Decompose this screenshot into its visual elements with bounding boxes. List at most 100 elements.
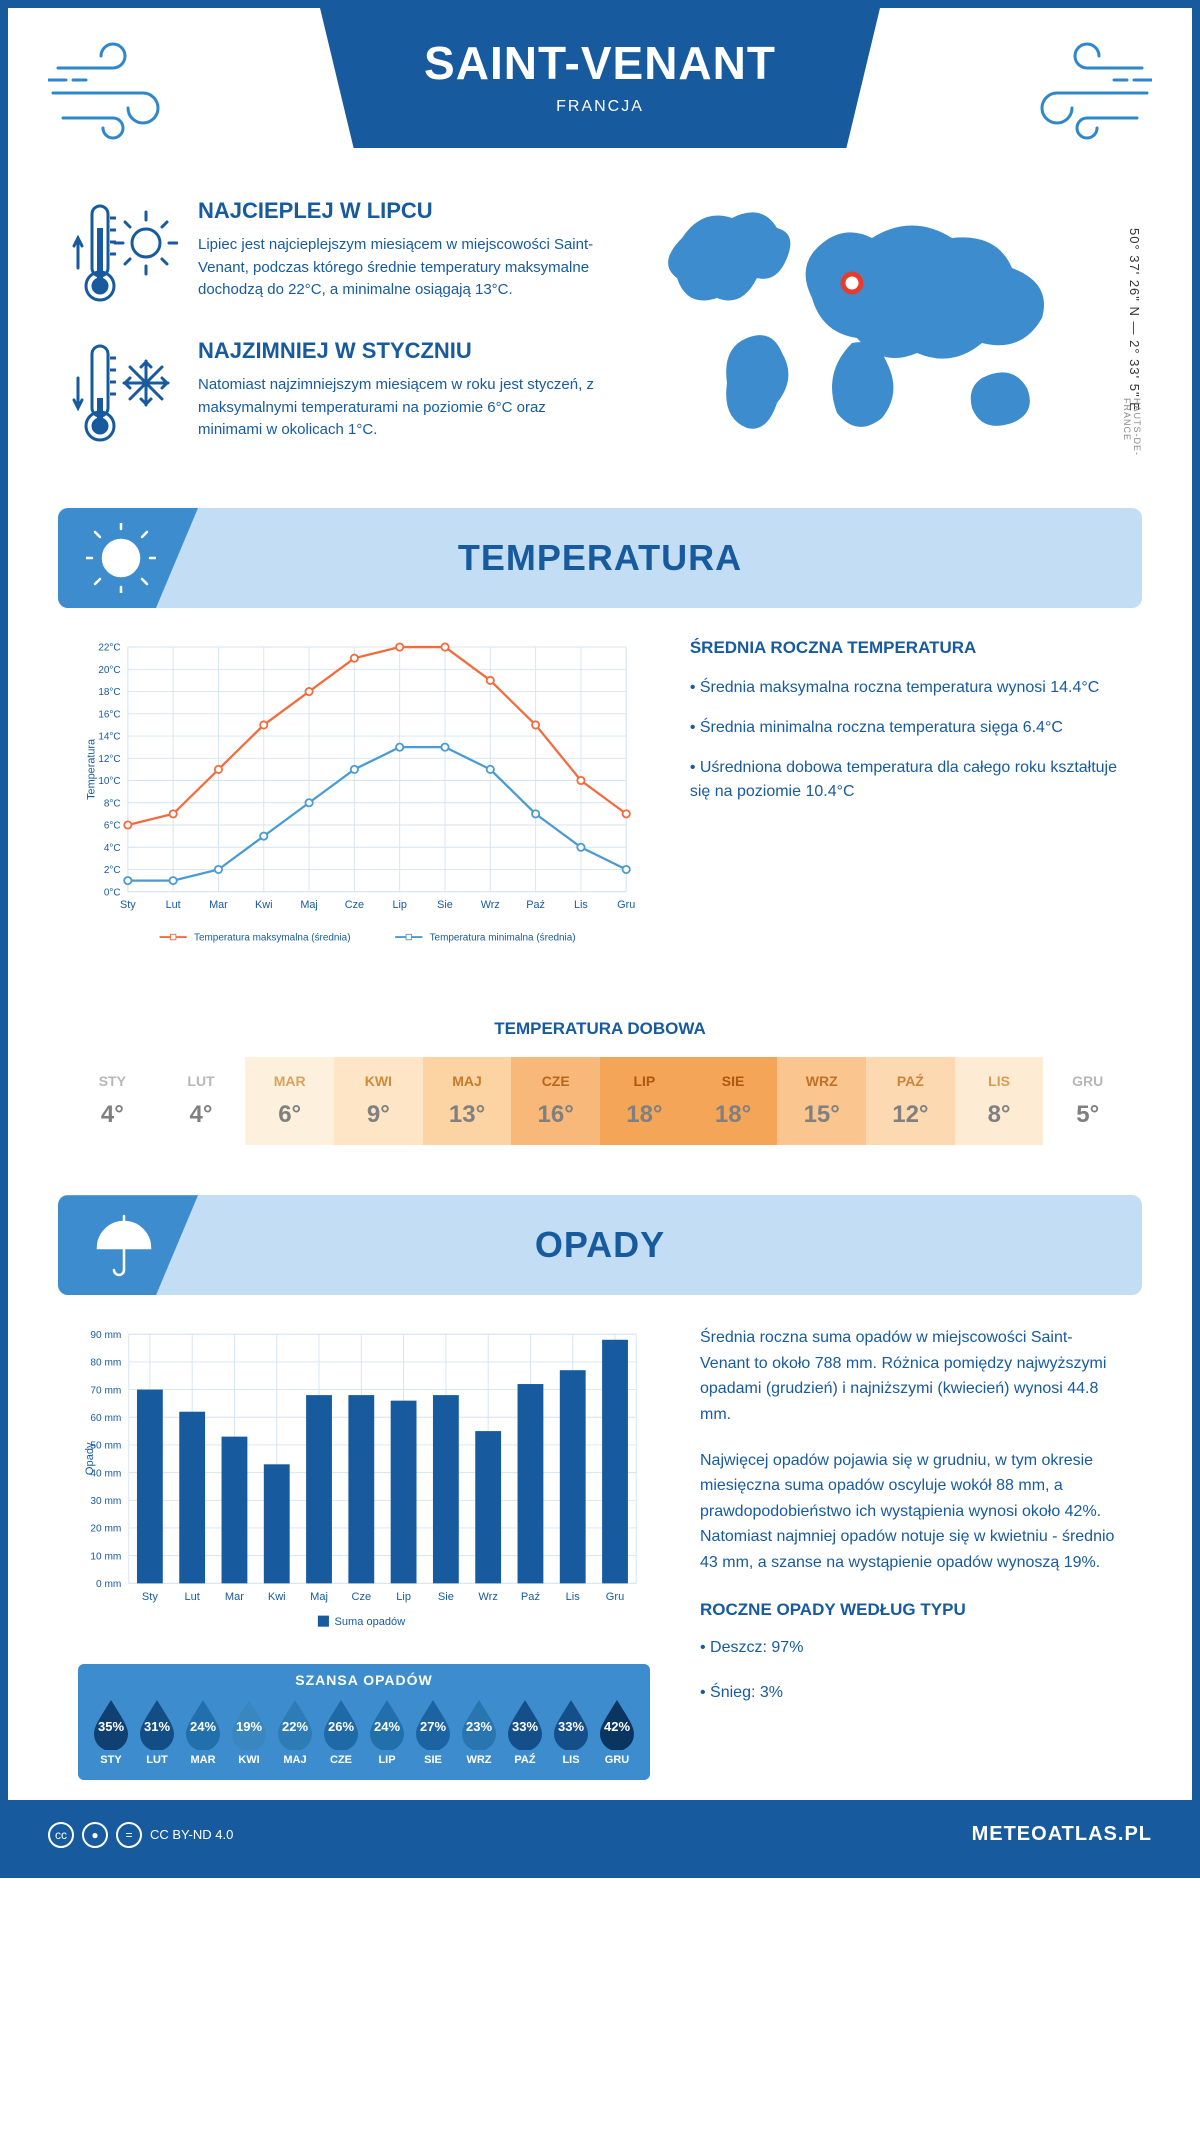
daily-cell: SIE18°: [689, 1057, 778, 1145]
coordinates: 50° 37' 26" N — 2° 33' 5" E: [1127, 228, 1142, 412]
svg-text:Temperatura: Temperatura: [85, 738, 97, 800]
daily-cell: LIP18°: [600, 1057, 689, 1145]
section-title: OPADY: [535, 1224, 665, 1266]
precipitation-info: Średnia roczna suma opadów w miejscowośc…: [700, 1325, 1122, 1780]
coldest-block: NAJZIMNIEJ W STYCZNIU Natomiast najzimni…: [68, 338, 612, 448]
svg-text:Sie: Sie: [438, 1591, 454, 1603]
daily-cell: STY4°: [68, 1057, 157, 1145]
daily-cell: CZE16°: [511, 1057, 600, 1145]
svg-text:Gru: Gru: [617, 899, 635, 911]
daily-temp-table: STY4°LUT4°MAR6°KWI9°MAJ13°CZE16°LIP18°SI…: [68, 1057, 1132, 1145]
rain-chance-item: 27%SIE: [412, 1696, 454, 1766]
daily-temp-title: TEMPERATURA DOBOWA: [8, 1019, 1192, 1039]
rain-chance-item: 33%LIS: [550, 1696, 592, 1766]
svg-text:Lis: Lis: [574, 899, 588, 911]
rain-chance-item: 24%LIP: [366, 1696, 408, 1766]
svg-text:20°C: 20°C: [98, 665, 120, 676]
svg-text:Paź: Paź: [521, 1591, 540, 1603]
title-banner: SAINT-VENANT FRANCJA: [320, 8, 880, 148]
country-name: FRANCJA: [320, 98, 880, 116]
daily-cell: WRZ15°: [777, 1057, 866, 1145]
svg-text:30 mm: 30 mm: [90, 1496, 121, 1507]
svg-text:18°C: 18°C: [98, 687, 120, 698]
svg-text:14°C: 14°C: [98, 732, 120, 743]
svg-text:10°C: 10°C: [98, 776, 120, 787]
svg-text:6°C: 6°C: [104, 821, 121, 832]
svg-text:Cze: Cze: [351, 1591, 371, 1603]
temperature-line-chart: 0°C2°C4°C6°C8°C10°C12°C14°C16°C18°C20°C2…: [78, 638, 640, 964]
rain-chance-box: SZANSA OPADÓW 35%STY31%LUT24%MAR19%KWI22…: [78, 1664, 650, 1780]
header: SAINT-VENANT FRANCJA: [8, 8, 1192, 198]
precip-snow: • Śnieg: 3%: [700, 1680, 1122, 1706]
city-name: SAINT-VENANT: [320, 36, 880, 90]
svg-text:Lut: Lut: [184, 1591, 199, 1603]
temperature-section-header: TEMPERATURA: [58, 508, 1142, 608]
temperature-content: 0°C2°C4°C6°C8°C10°C12°C14°C16°C18°C20°C2…: [8, 638, 1192, 1009]
temp-info-title: ŚREDNIA ROCZNA TEMPERATURA: [690, 638, 1122, 658]
precip-p2: Najwięcej opadów pojawia się w grudniu, …: [700, 1448, 1122, 1576]
rain-chance-item: 23%WRZ: [458, 1696, 500, 1766]
thermometer-hot-icon: [68, 198, 178, 308]
license-block: cc ● = CC BY-ND 4.0: [48, 1822, 233, 1848]
license-text: CC BY-ND 4.0: [150, 1827, 233, 1842]
footer: cc ● = CC BY-ND 4.0 METEOATLAS.PL: [8, 1800, 1192, 1870]
svg-text:2°C: 2°C: [104, 865, 121, 876]
precipitation-bar-chart: 0 mm10 mm20 mm30 mm40 mm50 mm60 mm70 mm8…: [78, 1325, 650, 1639]
svg-text:Mar: Mar: [209, 899, 228, 911]
rain-chance-item: 26%CZE: [320, 1696, 362, 1766]
svg-text:22°C: 22°C: [98, 643, 120, 654]
coldest-title: NAJZIMNIEJ W STYCZNIU: [198, 338, 612, 364]
svg-text:Sty: Sty: [142, 1591, 158, 1603]
precip-p1: Średnia roczna suma opadów w miejscowośc…: [700, 1325, 1122, 1427]
region-label: HAUTS-DE-FRANCE: [1122, 398, 1142, 478]
thermometer-cold-icon: [68, 338, 178, 448]
svg-text:Kwi: Kwi: [268, 1591, 286, 1603]
svg-text:10 mm: 10 mm: [90, 1552, 121, 1563]
site-name: METEOATLAS.PL: [972, 1823, 1152, 1846]
wind-icon: [992, 38, 1152, 148]
daily-cell: PAŹ12°: [866, 1057, 955, 1145]
svg-text:Maj: Maj: [310, 1591, 328, 1603]
svg-text:Sty: Sty: [120, 899, 136, 911]
daily-cell: KWI9°: [334, 1057, 423, 1145]
svg-text:Opady: Opady: [84, 1442, 96, 1475]
rain-chance-item: 35%STY: [90, 1696, 132, 1766]
svg-text:Maj: Maj: [300, 899, 318, 911]
svg-text:70 mm: 70 mm: [90, 1385, 121, 1396]
precipitation-section-header: OPADY: [58, 1195, 1142, 1295]
svg-text:Temperatura maksymalna (średni: Temperatura maksymalna (średnia): [194, 933, 351, 944]
svg-text:Lip: Lip: [396, 1591, 411, 1603]
rain-chance-item: 31%LUT: [136, 1696, 178, 1766]
hottest-text: Lipiec jest najcieplejszym miesiącem w m…: [198, 234, 612, 302]
svg-text:8°C: 8°C: [104, 798, 121, 809]
precipitation-content: 0 mm10 mm20 mm30 mm40 mm50 mm60 mm70 mm8…: [8, 1325, 1192, 1800]
daily-cell: MAJ13°: [423, 1057, 512, 1145]
chance-title: SZANSA OPADÓW: [90, 1672, 638, 1688]
coldest-text: Natomiast najzimniejszym miesiącem w rok…: [198, 374, 612, 442]
rain-chance-item: 24%MAR: [182, 1696, 224, 1766]
infographic-frame: SAINT-VENANT FRANCJA: [0, 0, 1200, 1878]
svg-text:Cze: Cze: [345, 899, 364, 911]
sun-icon: [58, 508, 198, 608]
daily-cell: GRU5°: [1043, 1057, 1132, 1145]
cc-icon: cc: [48, 1822, 74, 1848]
precip-types-title: ROCZNE OPADY WEDŁUG TYPU: [700, 1596, 1122, 1623]
hottest-title: NAJCIEPLEJ W LIPCU: [198, 198, 612, 224]
svg-text:90 mm: 90 mm: [90, 1330, 121, 1341]
svg-text:Suma opadów: Suma opadów: [334, 1616, 406, 1628]
svg-text:60 mm: 60 mm: [90, 1413, 121, 1424]
wind-icon: [48, 38, 208, 148]
rain-chance-item: 33%PAŹ: [504, 1696, 546, 1766]
daily-cell: LUT4°: [157, 1057, 246, 1145]
temp-info-p3: • Uśredniona dobowa temperatura dla całe…: [690, 756, 1122, 804]
svg-text:80 mm: 80 mm: [90, 1358, 121, 1369]
svg-text:12°C: 12°C: [98, 754, 120, 765]
svg-text:0 mm: 0 mm: [96, 1579, 121, 1590]
daily-cell: LIS8°: [955, 1057, 1044, 1145]
section-title: TEMPERATURA: [458, 537, 742, 579]
svg-text:Wrz: Wrz: [481, 899, 500, 911]
svg-text:Temperatura minimalna (średnia: Temperatura minimalna (średnia): [430, 933, 576, 944]
svg-text:0°C: 0°C: [104, 887, 121, 898]
umbrella-icon: [58, 1195, 198, 1295]
svg-text:Wrz: Wrz: [478, 1591, 497, 1603]
